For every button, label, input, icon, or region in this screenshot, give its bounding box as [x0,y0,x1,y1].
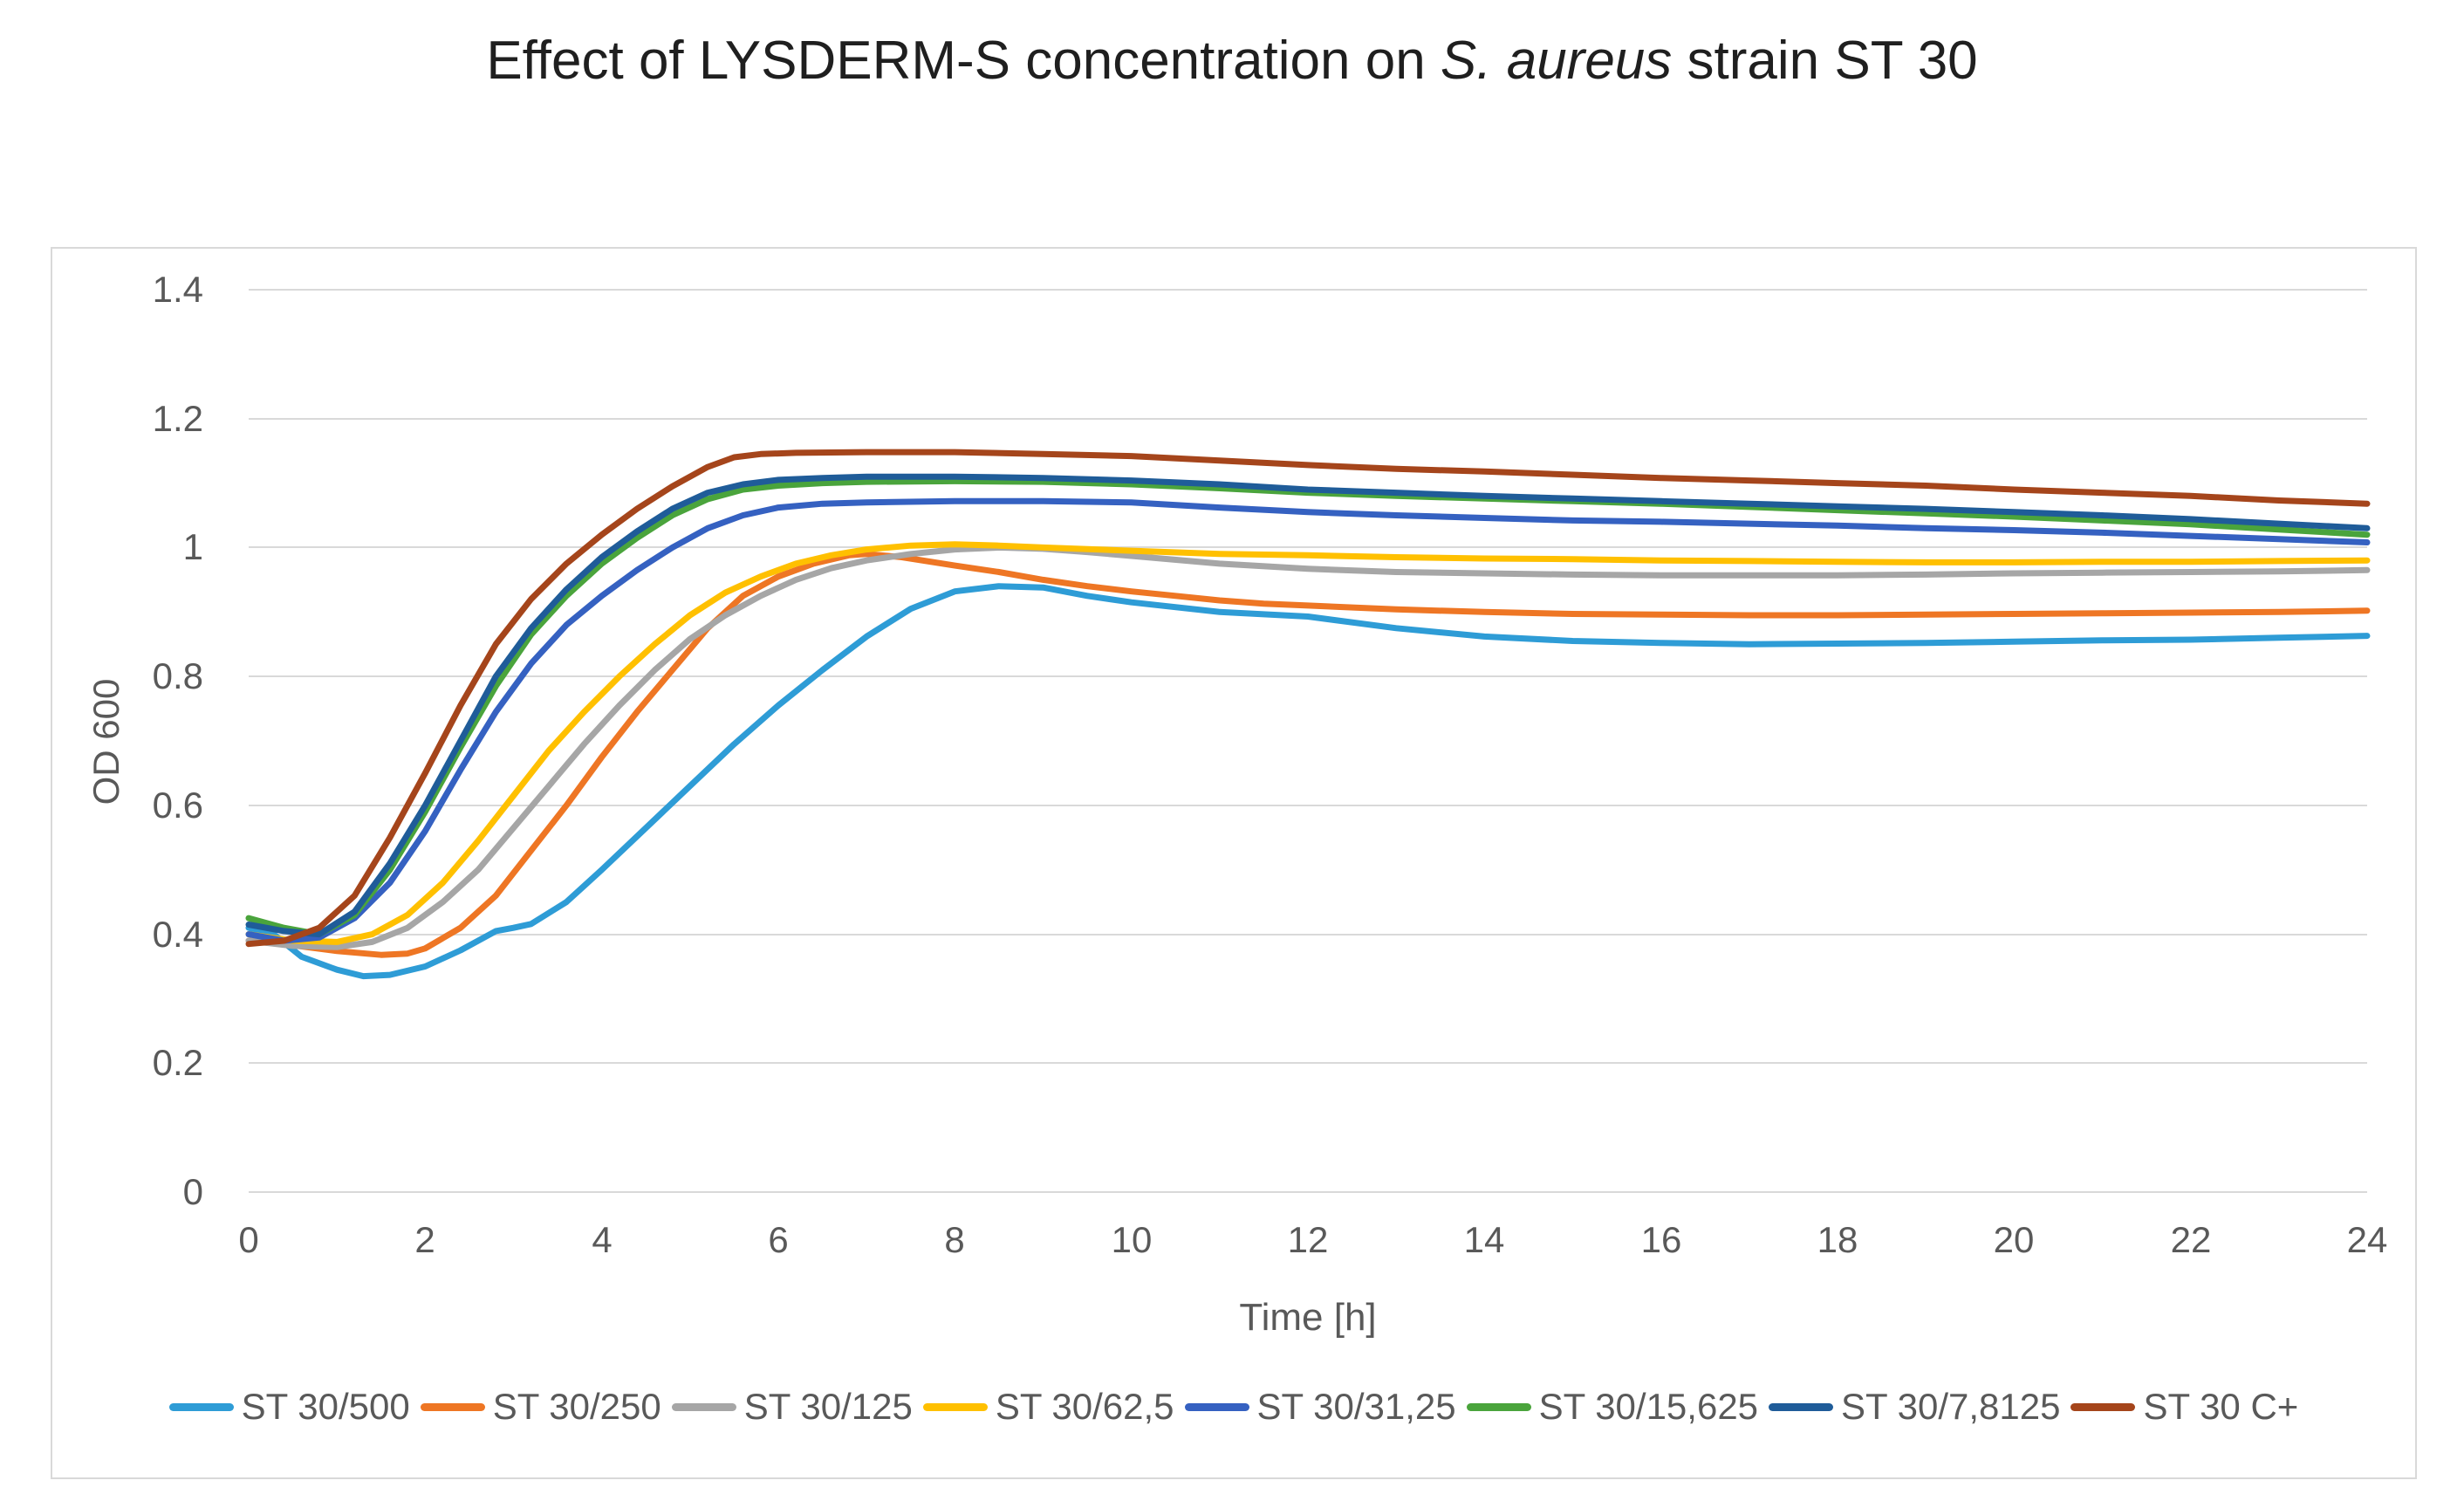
x-tick-label: 12 [1287,1219,1329,1260]
legend-swatch [1769,1402,1834,1411]
legend-item-st-30-31-25: ST 30/31,25 [1184,1386,1456,1428]
x-tick-label: 8 [944,1219,965,1260]
y-tick-label: 0.4 [152,914,203,955]
legend-swatch [420,1402,485,1411]
gridline [249,289,2367,291]
y-tick-label: 0.8 [152,655,203,696]
x-tick-label: 10 [1111,1219,1153,1260]
legend-item-st-30-250: ST 30/250 [420,1386,661,1428]
legend-item-st-30-125: ST 30/125 [671,1386,913,1428]
legend-swatch [1184,1402,1249,1411]
chart-title-species: S. aureus [1440,31,1673,91]
legend-item-st-30-62-5: ST 30/62,5 [922,1386,1174,1428]
y-tick-label: 0 [182,1171,203,1212]
x-tick-label: 14 [1463,1219,1505,1260]
legend-swatch [1466,1402,1531,1411]
series-line-st-30-62-5 [245,541,2371,945]
legend-item-st-30-500: ST 30/500 [168,1386,410,1428]
gridline [249,675,2367,677]
legend-label: ST 30/7,8125 [1841,1386,2061,1427]
series-line-st-30-125 [245,544,2371,950]
x-tick-label: 18 [1817,1219,1858,1260]
legend-swatch [168,1402,234,1411]
x-axis-title: Time [h] [1239,1296,1377,1339]
x-tick-label: 20 [1993,1219,2035,1260]
y-tick-label: 0.6 [152,785,203,826]
legend: ST 30/500 ST 30/250 ST 30/125 ST 30/62,5 ST … [51,1386,2417,1428]
y-tick-label: 1 [182,526,203,567]
gridline [249,1062,2367,1064]
chart-title-prefix: Effect of LYSDERM-S concentration on [486,31,1441,91]
x-tick-label: 6 [768,1219,789,1260]
legend-label: ST 30/62,5 [995,1386,1174,1427]
series-line-st-30-31-25 [245,497,2371,944]
legend-item-st-30-c: ST 30 C+ [2070,1386,2298,1428]
legend-label: ST 30/31,25 [1256,1386,1456,1427]
y-tick-label: 1.2 [152,398,203,439]
legend-swatch [671,1402,736,1411]
chart-plot-frame [51,247,2417,1479]
x-tick-label: 16 [1640,1219,1682,1260]
x-tick-label: 24 [2346,1219,2388,1260]
legend-label: ST 30/500 [241,1386,410,1427]
gridline [249,418,2367,420]
series-line-st-30-c [245,449,2371,948]
legend-label: ST 30/125 [743,1386,913,1427]
x-tick-label: 0 [238,1219,259,1260]
series-line-st-30-250 [245,551,2371,958]
x-tick-label: 22 [2170,1219,2212,1260]
legend-swatch [2070,1402,2136,1411]
chart-title: Effect of LYSDERM-S concentration on S. … [0,30,2464,92]
legend-label: ST 30/250 [492,1386,661,1427]
x-tick-label: 2 [414,1219,435,1260]
legend-swatch [922,1402,988,1411]
gridline [249,546,2367,548]
legend-label: ST 30 C+ [2143,1386,2299,1427]
legend-label: ST 30/15,625 [1538,1386,1759,1427]
gridline [249,934,2367,936]
chart-title-suffix: strain ST 30 [1672,31,1978,91]
series-line-st-30-15-625 [245,477,2371,938]
gridline [249,805,2367,806]
legend-item-st-30-15-625: ST 30/15,625 [1466,1386,1759,1428]
x-tick-label: 4 [592,1219,613,1260]
series-line-st-30-500 [245,583,2371,980]
y-tick-label: 1.4 [152,269,203,310]
x-axis-line [249,1191,2367,1193]
series-line-st-30-7-8125 [245,473,2371,938]
y-tick-label: 0.2 [152,1042,203,1083]
legend-item-st-30-7-8125: ST 30/7,8125 [1769,1386,2060,1428]
